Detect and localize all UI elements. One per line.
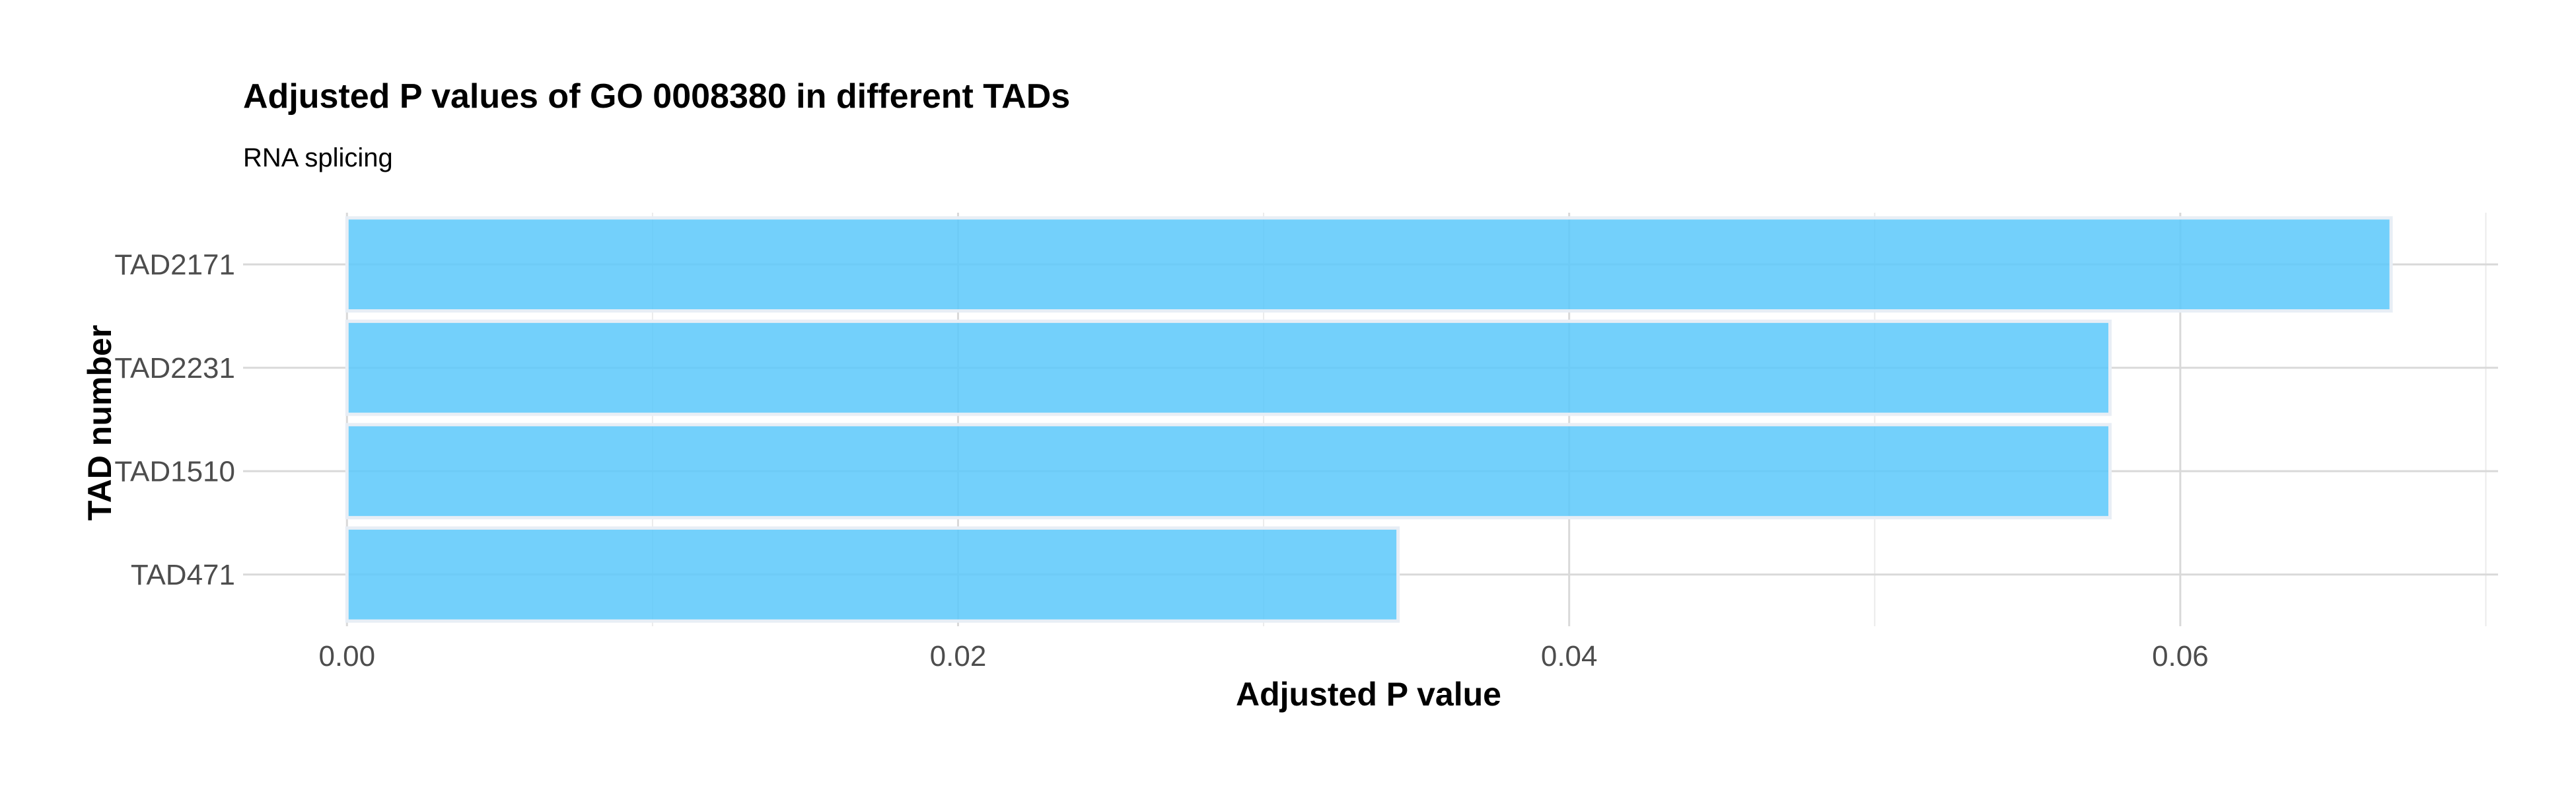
y-tick-label: TAD1510: [114, 455, 235, 488]
bar-tad2231: [345, 319, 2112, 416]
chart-subtitle: RNA splicing: [243, 143, 393, 172]
y-tick-labels: TAD2171 TAD2231 TAD1510 TAD471: [114, 248, 235, 591]
bar-tad2171: [345, 216, 2393, 313]
y-axis-title: TAD number: [81, 325, 118, 521]
x-tick-labels: 0.00 0.02 0.04 0.06: [318, 640, 2208, 672]
bars: [345, 216, 2393, 623]
chart-title: Adjusted P values of GO 0008380 in diffe…: [243, 77, 1070, 116]
y-tick-label: TAD2231: [114, 352, 235, 384]
x-tick-label: 0.02: [930, 640, 987, 672]
bar-tad1510: [345, 423, 2112, 520]
x-tick-label: 0.00: [318, 640, 375, 672]
y-tick-label: TAD2171: [114, 248, 235, 281]
x-axis-title: Adjusted P value: [1236, 676, 1501, 713]
x-tick-label: 0.06: [2152, 640, 2209, 672]
bar-tad471: [345, 526, 1400, 623]
x-tick-label: 0.04: [1541, 640, 1598, 672]
y-tick-label: TAD471: [131, 559, 235, 591]
